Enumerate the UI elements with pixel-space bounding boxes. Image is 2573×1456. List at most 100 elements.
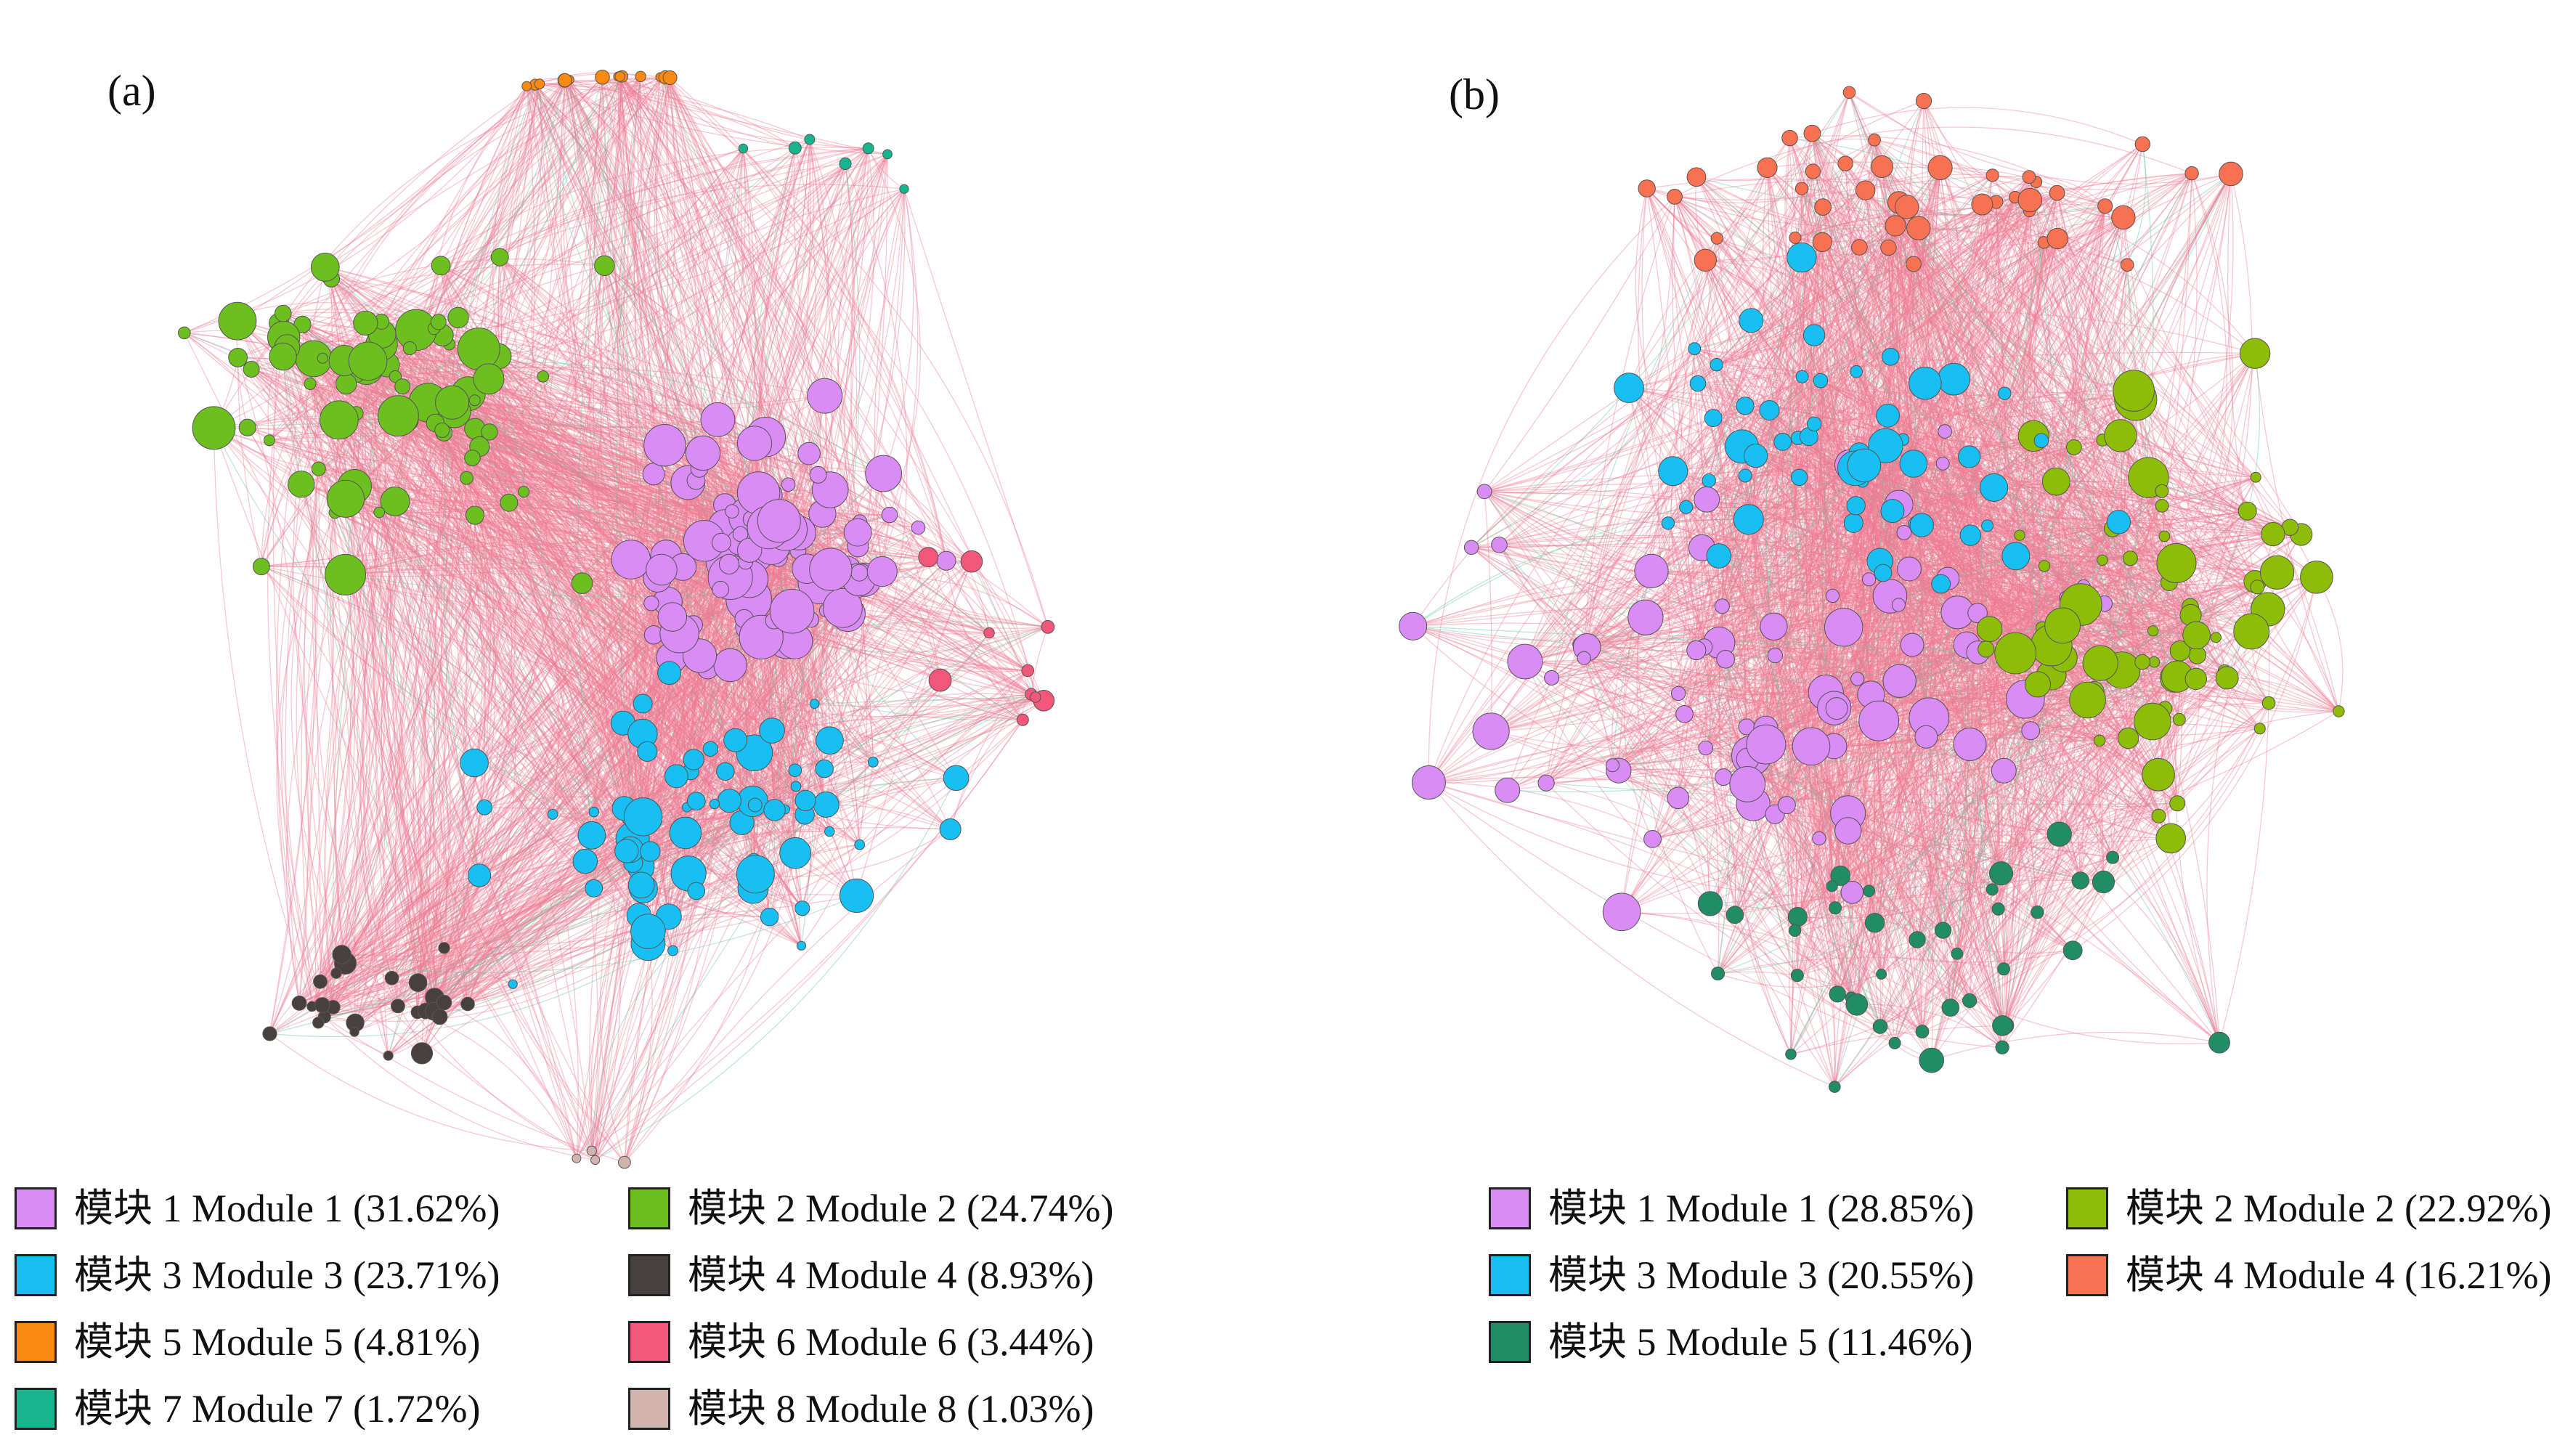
edge <box>754 139 814 444</box>
edge <box>455 403 654 475</box>
node <box>547 809 558 820</box>
edge <box>214 421 766 438</box>
edge <box>282 356 802 946</box>
node <box>702 741 718 757</box>
edge <box>650 850 755 861</box>
edge <box>452 402 634 863</box>
node <box>736 426 773 461</box>
edge <box>442 430 654 635</box>
edge <box>467 861 586 1004</box>
edge <box>693 188 905 802</box>
edge <box>452 402 722 543</box>
edge <box>474 154 888 516</box>
node <box>586 1145 597 1156</box>
edge <box>591 950 673 1151</box>
edge <box>603 265 749 517</box>
edge <box>354 486 857 593</box>
edge <box>261 566 553 815</box>
edge <box>373 512 435 1012</box>
edge <box>508 502 725 515</box>
edge <box>599 850 627 1163</box>
edge <box>690 696 1036 773</box>
edge <box>278 322 593 836</box>
edge <box>750 148 869 520</box>
edge <box>474 514 744 619</box>
edge <box>696 148 869 802</box>
edge <box>324 402 453 1007</box>
edge <box>786 626 1049 654</box>
edge <box>407 420 749 518</box>
edge <box>381 343 789 485</box>
edge <box>324 838 633 1017</box>
edge <box>366 367 825 406</box>
edge <box>345 498 648 752</box>
edge <box>439 610 826 1017</box>
edge <box>821 513 1036 698</box>
edge <box>367 361 436 1056</box>
edge <box>261 364 388 567</box>
edge <box>184 333 596 1160</box>
edge <box>378 511 643 704</box>
edge <box>434 809 775 1012</box>
node <box>466 505 484 525</box>
edge <box>478 349 830 832</box>
edge <box>251 369 510 503</box>
node <box>854 839 865 850</box>
edge <box>512 752 755 985</box>
edge <box>214 76 603 428</box>
edge <box>526 86 883 572</box>
edge <box>261 566 634 863</box>
edge <box>325 267 510 503</box>
edge <box>354 808 786 1033</box>
edge <box>479 468 700 876</box>
edge <box>484 84 577 808</box>
edge <box>184 301 439 333</box>
edge <box>664 147 869 446</box>
node <box>313 974 328 989</box>
edge <box>593 76 625 813</box>
node <box>939 818 962 840</box>
edge <box>325 267 725 527</box>
edge <box>417 601 668 983</box>
edge <box>444 733 643 948</box>
edge <box>362 501 396 978</box>
edge <box>214 427 857 896</box>
node <box>824 826 835 837</box>
edge <box>320 147 869 982</box>
node <box>588 806 599 818</box>
edge <box>440 147 869 267</box>
edge <box>261 76 622 567</box>
edge <box>661 148 746 570</box>
edge <box>654 77 731 578</box>
edge <box>317 76 641 1023</box>
edge <box>526 86 781 543</box>
edge <box>526 86 670 917</box>
edge <box>420 478 468 1012</box>
edge <box>214 86 527 428</box>
edge <box>449 343 755 754</box>
edge <box>318 468 749 518</box>
node <box>263 434 275 447</box>
edge <box>526 86 688 808</box>
node <box>633 694 653 714</box>
node <box>1016 713 1029 726</box>
edge <box>484 598 749 808</box>
edge <box>479 761 874 877</box>
node <box>383 1050 394 1061</box>
node <box>769 588 815 634</box>
node <box>275 304 292 322</box>
edge <box>341 148 744 955</box>
edge <box>344 361 369 575</box>
node <box>460 748 489 778</box>
node <box>269 342 297 371</box>
edge <box>298 358 317 1004</box>
edge <box>247 427 627 852</box>
edge <box>341 667 709 956</box>
edge <box>391 526 769 979</box>
edge <box>309 383 767 517</box>
edge <box>391 861 586 979</box>
edge <box>375 80 566 1006</box>
edge <box>813 163 861 704</box>
node <box>218 301 257 341</box>
edge <box>687 482 718 760</box>
